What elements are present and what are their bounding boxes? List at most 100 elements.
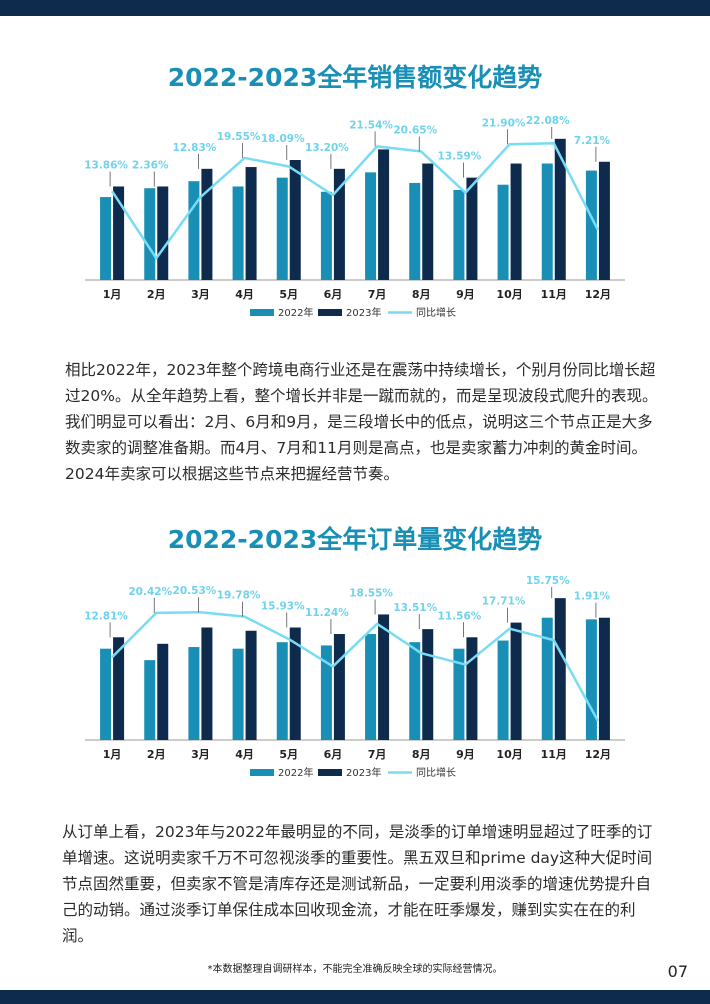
x-tick-label: 12月 [585, 748, 611, 761]
x-tick-label: 10月 [496, 288, 522, 301]
bar-2023 [157, 186, 169, 280]
bar-2022 [276, 642, 288, 740]
bar-2023 [378, 614, 390, 740]
growth-data-label: 13.86% [84, 159, 128, 171]
growth-data-label: 18.55% [349, 587, 393, 599]
growth-data-label: 22.08% [526, 115, 570, 127]
x-tick-label: 3月 [191, 288, 210, 301]
bar-2023 [554, 598, 566, 740]
growth-data-label: 11.24% [305, 607, 349, 619]
x-tick-label: 3月 [191, 748, 210, 761]
growth-data-label: 11.56% [438, 610, 482, 622]
x-tick-label: 2月 [147, 288, 166, 301]
bar-2022 [585, 619, 597, 740]
legend-swatch-2022 [250, 769, 274, 776]
bar-2023 [466, 177, 478, 280]
x-tick-label: 8月 [412, 288, 431, 301]
growth-line [111, 610, 600, 722]
bar-2022 [276, 177, 288, 280]
legend-label-2023: 2023年 [346, 306, 381, 319]
bar-2022 [144, 660, 156, 740]
x-tick-label: 4月 [235, 748, 254, 761]
legend-swatch-2023 [318, 309, 342, 316]
orders-chart-title: 2022-2023全年订单量变化趋势 [167, 525, 543, 554]
bar-2022 [188, 647, 200, 740]
bar-2022 [365, 634, 377, 740]
legend-label-growth: 同比增长 [416, 306, 456, 319]
bar-2023 [333, 168, 345, 280]
x-tick-label: 2月 [147, 748, 166, 761]
growth-data-label: 7.21% [574, 135, 611, 147]
growth-data-label: 13.20% [305, 142, 349, 154]
bar-2022 [409, 642, 421, 740]
bar-2023 [157, 643, 169, 740]
growth-data-label: 12.81% [84, 610, 128, 622]
bar-2023 [510, 622, 522, 740]
bar-2023 [598, 161, 610, 280]
growth-data-label: 20.53% [173, 585, 217, 597]
bar-2023 [466, 637, 478, 740]
bar-2023 [245, 167, 257, 280]
growth-data-label: 2.36% [132, 159, 169, 171]
x-tick-label: 4月 [235, 288, 254, 301]
bar-2023 [333, 634, 345, 740]
sales-trend-chart: 1月 2月 3月 4月 5月 6月 7月 8月 9月 10月 11月 12月 13.86% 2.36% 12… [84, 115, 625, 319]
legend-swatch-2023 [318, 769, 342, 776]
x-tick-label: 7月 [368, 288, 387, 301]
bar-2022 [100, 648, 112, 740]
growth-data-label: 12.83% [173, 142, 217, 154]
growth-data-label: 15.75% [526, 575, 570, 587]
bar-2022 [232, 186, 244, 280]
x-tick-label: 6月 [324, 748, 343, 761]
bar-2023 [378, 149, 390, 280]
growth-data-label: 20.42% [128, 586, 172, 598]
bar-2022 [144, 188, 156, 280]
bar-2022 [453, 648, 465, 740]
bar-2022 [409, 182, 421, 280]
bar-2022 [541, 617, 553, 740]
bar-2023 [201, 627, 213, 740]
top-frame-bar [0, 0, 710, 16]
bar-2022 [232, 648, 244, 740]
x-tick-label: 11月 [541, 748, 567, 761]
bar-2022 [541, 163, 553, 280]
orders-analysis-paragraph: 从订单上看，2023年与2022年最明显的不同，是淡季的订单增速明显超过了旺季的… [62, 823, 653, 945]
x-tick-label: 5月 [279, 288, 298, 301]
x-tick-label: 9月 [456, 748, 475, 761]
legend-label-2023: 2023年 [346, 766, 381, 779]
growth-data-label: 1.91% [574, 591, 611, 603]
bar-2023 [289, 160, 301, 280]
growth-data-label: 15.93% [261, 601, 305, 613]
growth-data-label: 18.09% [261, 133, 305, 145]
x-tick-label: 9月 [456, 288, 475, 301]
x-tick-label: 1月 [103, 288, 122, 301]
growth-data-label: 17.71% [482, 596, 526, 608]
bar-2022 [497, 184, 509, 280]
legend-label-2022: 2022年 [278, 766, 313, 779]
page-number: 07 [667, 962, 688, 981]
data-source-footnote: *本数据整理自调研样本，不能完全准确反映全球的实际经营情况。 [207, 964, 503, 975]
x-tick-label: 12月 [585, 288, 611, 301]
bar-2022 [585, 170, 597, 280]
growth-data-label: 21.90% [482, 117, 526, 129]
x-tick-label: 7月 [368, 748, 387, 761]
growth-data-label: 19.78% [217, 590, 261, 602]
growth-data-label: 13.51% [393, 602, 437, 614]
bar-2022 [188, 181, 200, 280]
legend-label-growth: 同比增长 [416, 766, 456, 779]
bar-2023 [554, 138, 566, 280]
sales-analysis-paragraph: 相比2022年，2023年整个跨境电商行业还是在震荡中持续增长，个别月份同比增长… [65, 361, 658, 483]
bar-2022 [320, 645, 332, 740]
sales-chart-title: 2022-2023全年销售额变化趋势 [167, 63, 543, 92]
bar-2023 [113, 637, 125, 740]
growth-data-label: 19.55% [217, 131, 261, 143]
bottom-frame-bar [0, 990, 710, 1004]
x-tick-label: 11月 [541, 288, 567, 301]
legend-swatch-2022 [250, 309, 274, 316]
bar-2023 [201, 168, 213, 280]
bar-2022 [453, 190, 465, 280]
bar-2022 [320, 191, 332, 280]
bar-2023 [113, 186, 125, 280]
x-tick-label: 6月 [324, 288, 343, 301]
x-tick-label: 1月 [103, 748, 122, 761]
